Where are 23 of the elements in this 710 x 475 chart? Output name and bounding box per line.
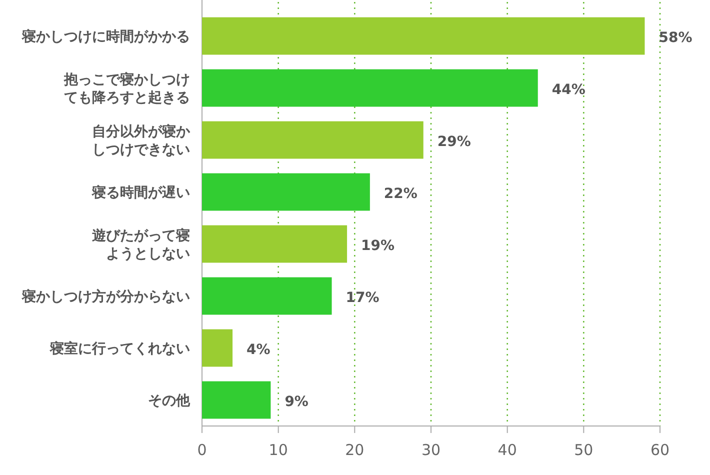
y-tick-label: その他 — [148, 393, 191, 409]
data-label: 4% — [246, 342, 270, 358]
x-tick-label: 10 — [268, 441, 288, 459]
x-tick-label: 30 — [421, 441, 441, 459]
y-tick-label: 寝る時間が遅い — [91, 184, 190, 201]
y-tick-label: 寝かしつけに時間がかかる — [21, 28, 190, 45]
x-tick-label: 60 — [650, 441, 670, 459]
data-label: 17% — [346, 290, 380, 306]
data-label: 44% — [552, 82, 586, 98]
y-tick-label: 遊びたがって寝ようとしない — [92, 227, 190, 262]
y-tick-label: 抱っこで寝かしつけても降ろすと起きる — [63, 71, 190, 106]
x-tick-label: 0 — [197, 441, 207, 459]
x-tick-label: 40 — [498, 441, 517, 459]
data-label: 9% — [284, 394, 308, 410]
y-tick-label: 寝室に行ってくれない — [49, 340, 190, 357]
y-tick-label: 寝かしつけ方が分からない — [21, 288, 190, 305]
data-label: 22% — [384, 186, 418, 202]
y-tick-label: 自分以外が寝かしつけできない — [92, 123, 191, 158]
data-label: 29% — [437, 134, 471, 150]
x-tick-label: 20 — [345, 441, 364, 459]
x-tick-label: 50 — [574, 441, 594, 459]
data-label: 58% — [658, 30, 692, 46]
data-label: 19% — [361, 238, 395, 254]
